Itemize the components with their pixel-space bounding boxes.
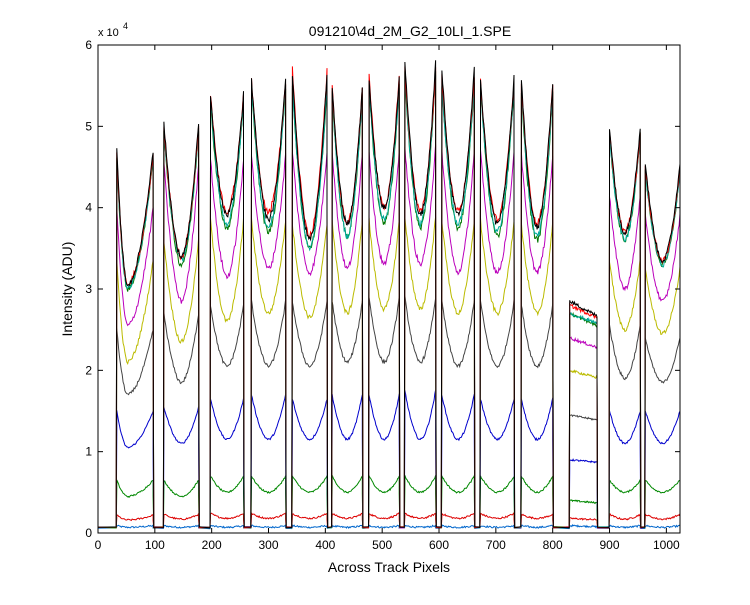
x-axis-label: Across Track Pixels: [328, 559, 450, 575]
x-tick-label: 900: [600, 538, 620, 552]
y-tick-label: 3: [85, 282, 92, 296]
chart-title: 091210\4d_2M_G2_10LI_1.SPE: [309, 23, 511, 39]
x-tick-label: 1000: [653, 538, 680, 552]
x-tick-label: 800: [543, 538, 563, 552]
y-axis-label: Intensity (ADU): [59, 242, 75, 337]
x-tick-label: 700: [486, 538, 506, 552]
x-tick-label: 100: [145, 538, 165, 552]
series-line: [98, 389, 681, 529]
series-layer: [97, 60, 681, 530]
series-line: [97, 144, 681, 529]
x-tick-label: 0: [95, 538, 102, 552]
series-line: [97, 216, 681, 529]
y-tick-label: 2: [85, 363, 92, 377]
y-tick-label: 4: [85, 201, 92, 215]
x-tick-label: 300: [258, 538, 278, 552]
y-multiplier-exponent: 4: [123, 21, 128, 31]
x-axis: 0 100 200 300 400 500 600 700 800 900 1000: [95, 45, 680, 552]
series-line: [97, 523, 681, 530]
x-tick-label: 600: [429, 538, 449, 552]
series-line: [97, 72, 681, 529]
x-tick-label: 400: [315, 538, 335, 552]
x-tick-label: 500: [372, 538, 392, 552]
y-axis-multiplier: x 10 4: [98, 21, 128, 39]
y-axis: 0 1 2 3 4 5 6: [85, 38, 680, 540]
series-line: [97, 60, 681, 529]
y-tick-label: 0: [85, 526, 92, 540]
series-line: [98, 295, 681, 529]
series-line: [97, 511, 681, 529]
y-multiplier-base: x 10: [98, 27, 119, 39]
y-tick-label: 5: [85, 119, 92, 133]
y-tick-label: 6: [85, 38, 92, 52]
plot-area-frame: [97, 44, 681, 534]
x-tick-label: 200: [202, 538, 222, 552]
y-tick-label: 1: [85, 445, 92, 459]
